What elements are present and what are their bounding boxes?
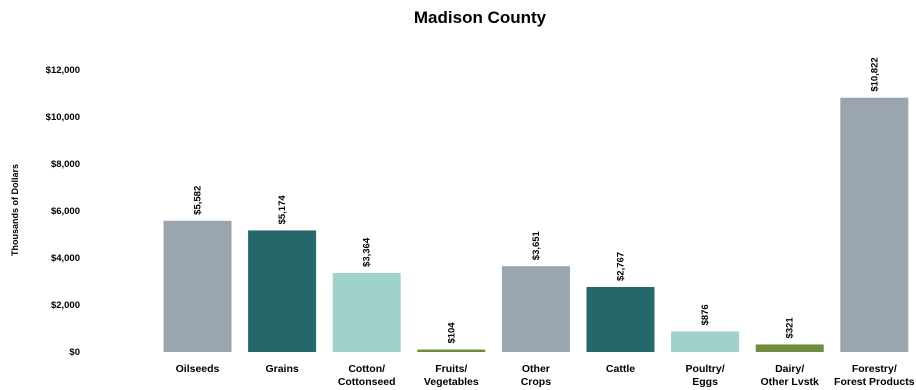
category-labels: Oilseeds Grains Cotton/Cottonseed Fruits/Ve… bbox=[176, 363, 915, 388]
category-label-line: Cattle bbox=[606, 363, 635, 375]
data-label: $3,651 bbox=[531, 230, 542, 260]
y-tick-label: $8,000 bbox=[51, 159, 80, 170]
category-label-line: Poultry/ bbox=[686, 363, 725, 375]
y-tick-label: $12,000 bbox=[46, 65, 80, 76]
data-label: $104 bbox=[446, 322, 457, 344]
category-label-line: Cotton/ bbox=[348, 363, 385, 375]
category-label: Cattle bbox=[606, 363, 635, 375]
category-label-line: Cottonseed bbox=[338, 376, 396, 388]
bar bbox=[332, 272, 401, 352]
category-label: Cotton/Cottonseed bbox=[338, 363, 396, 388]
bar bbox=[671, 331, 740, 352]
y-axis-ticks: $0 $2,000 $4,000 $6,000 $8,000 $10,000 $12,000 bbox=[46, 65, 80, 358]
data-label: $5,582 bbox=[193, 186, 204, 215]
bar bbox=[840, 97, 909, 352]
category-label-line: Oilseeds bbox=[176, 363, 220, 375]
data-label: $2,767 bbox=[616, 252, 627, 281]
category-label-line: Other Lvstk bbox=[761, 376, 820, 388]
y-axis-label: Thousands of Dollars bbox=[10, 164, 20, 256]
category-label: Other Crops bbox=[521, 363, 551, 388]
bar bbox=[755, 344, 824, 352]
category-label: Dairy/Other Lvstk bbox=[761, 363, 820, 388]
category-label-line: Grains bbox=[265, 363, 298, 375]
data-label: $321 bbox=[785, 317, 796, 339]
category-label-line: Dairy/ bbox=[775, 363, 804, 375]
category-label: Grains bbox=[265, 363, 298, 375]
y-tick-label: $2,000 bbox=[51, 300, 80, 311]
bar bbox=[163, 220, 232, 352]
category-label: Fruits/Vegetables bbox=[424, 363, 479, 388]
category-label-line: Eggs bbox=[692, 376, 718, 388]
category-label: Oilseeds bbox=[176, 363, 220, 375]
y-tick-label: $6,000 bbox=[51, 206, 80, 217]
data-label: $5,174 bbox=[277, 195, 288, 225]
y-tick-label: $10,000 bbox=[46, 112, 80, 123]
chart-title: Madison County bbox=[414, 8, 547, 27]
bar bbox=[248, 230, 317, 352]
category-label: Poultry/Eggs bbox=[686, 363, 725, 388]
data-label: $3,364 bbox=[362, 237, 373, 267]
category-label-line: Forestry/ bbox=[852, 363, 897, 375]
bar bbox=[586, 286, 655, 352]
data-label: $876 bbox=[700, 304, 711, 325]
data-labels: $5,582 $5,174 $3,364 $104 $3,651 $2,767 $876 $3… bbox=[193, 57, 881, 343]
bar bbox=[501, 266, 570, 352]
bar bbox=[417, 349, 486, 352]
category-label-line: Fruits/ bbox=[435, 363, 467, 375]
category-label-line: Vegetables bbox=[424, 376, 479, 388]
category-label-line: Forest Products bbox=[834, 376, 915, 388]
data-label: $10,822 bbox=[869, 57, 880, 91]
category-label-line: Crops bbox=[521, 376, 551, 388]
y-tick-label: $0 bbox=[69, 347, 80, 358]
category-label: Forestry/Forest Products bbox=[834, 363, 915, 388]
category-label-line: Other bbox=[522, 363, 550, 375]
y-tick-label: $4,000 bbox=[51, 253, 80, 264]
bars bbox=[163, 97, 909, 352]
